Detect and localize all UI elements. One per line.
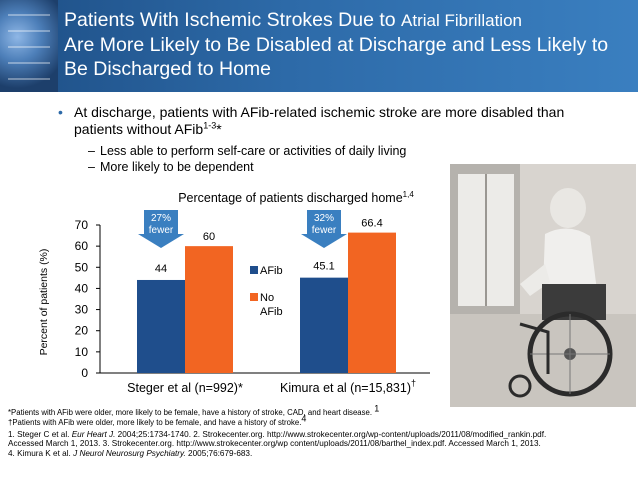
y-tick-label: 20 xyxy=(75,324,89,338)
legend-label: AFib xyxy=(260,265,283,277)
brain-scan-image xyxy=(0,0,58,92)
bar-no-afib xyxy=(348,232,396,373)
y-axis-label: Percent of patients (%) xyxy=(38,249,50,356)
reference-1-2: 1. Steger C et al. Eur Heart J. 2004;25:… xyxy=(8,429,547,439)
reference-4: 4. Kimura K et al. J Neurol Neurosurg Ps… xyxy=(8,449,253,459)
bar-value-label: 45.1 xyxy=(313,261,334,273)
footnote-steger: *Patients with AFib were older, more lik… xyxy=(8,403,380,417)
legend-swatch xyxy=(250,293,258,301)
chart-title: Percentage of patients discharged home1,… xyxy=(178,190,414,205)
bar-no-afib xyxy=(185,246,233,373)
bullet-icon: • xyxy=(58,104,63,120)
bar-afib xyxy=(300,277,348,373)
x-category-label: Steger et al (n=992)* xyxy=(127,381,243,395)
fewer-arrow-icon xyxy=(301,210,347,248)
y-tick-label: 40 xyxy=(75,281,89,295)
footnote-kimura: †Patients with AFib were older, more lik… xyxy=(8,413,307,427)
annotation-fewer: fewer xyxy=(149,225,174,236)
y-tick-label: 50 xyxy=(75,260,89,274)
bar-afib xyxy=(137,279,185,373)
annotation-percent: 32% xyxy=(314,213,334,224)
footnotes: *Patients with AFib were older, more lik… xyxy=(8,403,628,459)
reference-3: Accessed March 1, 2013. 3. Strokecenter.… xyxy=(8,439,541,449)
annotation-percent: 27% xyxy=(151,213,171,224)
legend-swatch xyxy=(250,266,258,274)
y-tick-label: 10 xyxy=(75,345,89,359)
x-category-label: Kimura et al (n=15,831)† xyxy=(280,378,416,395)
y-tick-label: 30 xyxy=(75,303,89,317)
y-tick-label: 60 xyxy=(75,239,89,253)
annotation-fewer: fewer xyxy=(312,225,337,236)
bar-value-label: 60 xyxy=(203,231,215,243)
title-banner: Patients With Ischemic Strokes Due to At… xyxy=(0,0,638,92)
bullet-list: • At discharge, patients with AFib-relat… xyxy=(58,104,598,175)
slide-title: Patients With Ischemic Strokes Due to At… xyxy=(64,9,609,80)
y-tick-label: 0 xyxy=(81,366,88,380)
bullet-main: • At discharge, patients with AFib-relat… xyxy=(58,104,565,137)
sub-bullet-self-care: – Less able to perform self-care or activ… xyxy=(88,144,407,158)
legend-label: No AFib xyxy=(260,292,283,318)
sub-bullet-dependent: – More likely to be dependent xyxy=(88,160,254,174)
y-tick-label: 70 xyxy=(75,218,89,232)
discharge-bar-chart: Percentage of patients discharged home1,… xyxy=(38,190,430,395)
bar-value-label: 66.4 xyxy=(361,218,382,230)
wheelchair-patient-photo xyxy=(450,164,636,407)
bar-value-label: 44 xyxy=(155,263,167,275)
fewer-arrow-icon xyxy=(138,210,184,248)
